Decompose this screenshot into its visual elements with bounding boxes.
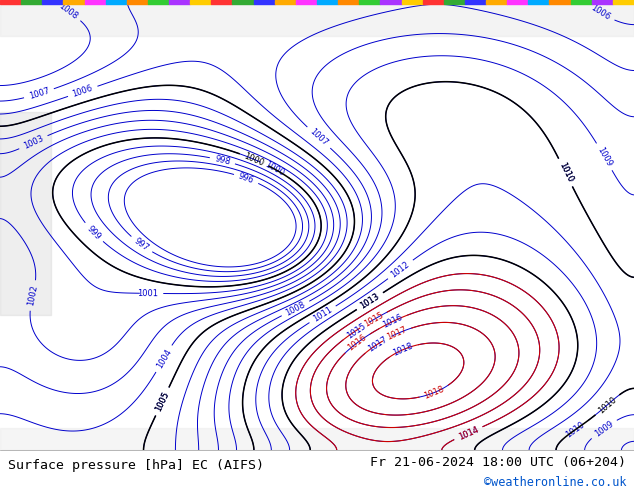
Text: 1010: 1010 <box>564 420 586 440</box>
Bar <box>233 0 254 4</box>
Text: 1004: 1004 <box>155 347 173 370</box>
Text: Surface pressure [hPa] EC (AIFS): Surface pressure [hPa] EC (AIFS) <box>8 459 264 472</box>
Text: 1001: 1001 <box>137 289 158 298</box>
Bar <box>254 0 275 4</box>
Text: 1006: 1006 <box>71 84 94 99</box>
Bar <box>380 0 401 4</box>
Bar <box>275 0 296 4</box>
Bar <box>571 0 592 4</box>
Bar <box>423 0 444 4</box>
Text: 1010: 1010 <box>557 161 574 184</box>
Text: 1002: 1002 <box>26 284 39 307</box>
Bar <box>0 0 21 4</box>
Text: 999: 999 <box>85 224 103 241</box>
Bar <box>127 0 148 4</box>
Text: 1016: 1016 <box>382 313 404 330</box>
Text: 1010: 1010 <box>597 394 618 415</box>
Text: 1008: 1008 <box>57 1 79 21</box>
Bar <box>592 0 613 4</box>
Bar <box>359 0 380 4</box>
Text: 1006: 1006 <box>589 3 612 23</box>
Bar <box>63 0 84 4</box>
Text: 1003: 1003 <box>22 134 45 151</box>
Bar <box>317 0 338 4</box>
Text: 1009: 1009 <box>595 146 614 168</box>
Bar <box>486 0 507 4</box>
Text: 1015: 1015 <box>362 311 385 329</box>
Bar <box>401 0 423 4</box>
Text: ©weatheronline.co.uk: ©weatheronline.co.uk <box>484 475 626 489</box>
Bar <box>465 0 486 4</box>
Text: 1017: 1017 <box>366 335 389 353</box>
Bar <box>169 0 190 4</box>
Text: 998: 998 <box>214 154 231 167</box>
Bar <box>106 0 127 4</box>
Text: 1010: 1010 <box>557 161 574 184</box>
Bar <box>148 0 169 4</box>
Text: 1005: 1005 <box>154 390 171 413</box>
Bar <box>190 0 211 4</box>
Text: 1007: 1007 <box>28 86 51 101</box>
Text: 1014: 1014 <box>457 425 480 441</box>
Text: 997: 997 <box>133 236 150 253</box>
Bar <box>338 0 359 4</box>
Bar <box>84 0 106 4</box>
Text: 1013: 1013 <box>359 292 381 311</box>
Text: 1007: 1007 <box>308 127 330 148</box>
Bar <box>507 0 528 4</box>
Text: 996: 996 <box>237 172 256 185</box>
Text: 1005: 1005 <box>154 390 171 413</box>
Text: 1000: 1000 <box>263 160 286 178</box>
Bar <box>21 0 42 4</box>
Text: 1013: 1013 <box>359 292 381 311</box>
Bar <box>528 0 550 4</box>
Bar <box>42 0 63 4</box>
Text: 1011: 1011 <box>311 305 334 324</box>
Bar <box>296 0 317 4</box>
Text: Fr 21-06-2024 18:00 UTC (06+204): Fr 21-06-2024 18:00 UTC (06+204) <box>370 456 626 468</box>
Bar <box>444 0 465 4</box>
Text: 1000: 1000 <box>243 151 266 168</box>
Text: 1016: 1016 <box>346 333 368 353</box>
Bar <box>550 0 571 4</box>
Text: 1014: 1014 <box>457 425 480 441</box>
Text: 1017: 1017 <box>385 325 408 343</box>
Text: 1018: 1018 <box>392 342 415 358</box>
Bar <box>613 0 634 4</box>
Text: 1012: 1012 <box>389 260 411 279</box>
Text: 1015: 1015 <box>345 321 367 340</box>
Text: 1009: 1009 <box>593 419 615 439</box>
Bar <box>211 0 233 4</box>
Text: 1018: 1018 <box>423 384 446 401</box>
Text: 1008: 1008 <box>284 300 307 318</box>
